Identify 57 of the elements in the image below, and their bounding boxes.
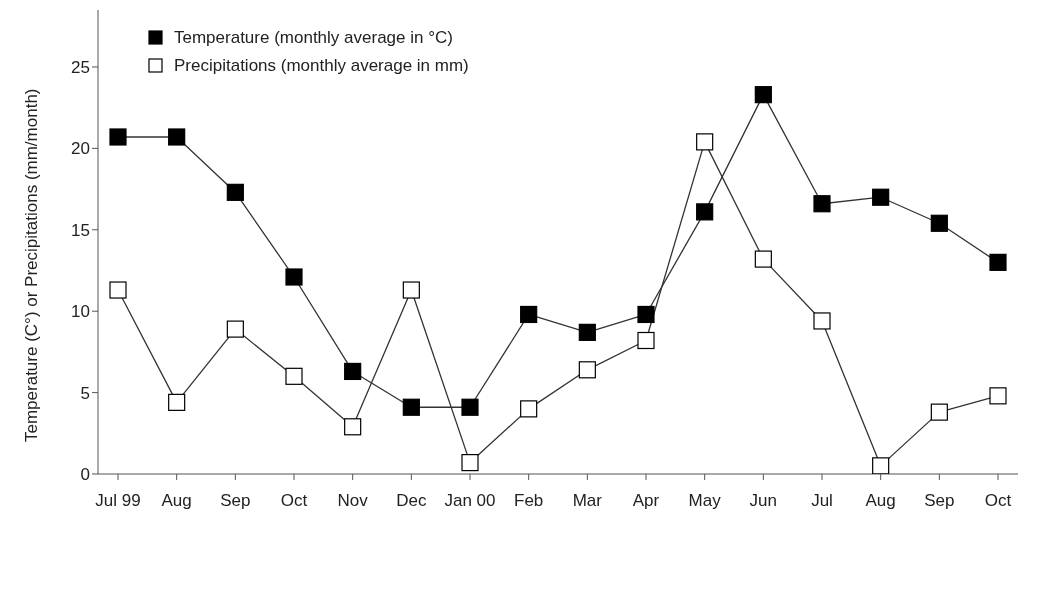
point [872, 457, 890, 474]
x-tick-label: Jan 00 [444, 491, 496, 511]
x-tick-label: Oct [280, 491, 308, 511]
x-tick-label: Jul 99 [95, 491, 141, 511]
point [520, 305, 538, 324]
point [872, 188, 890, 206]
x-tick-label: Sep [924, 491, 955, 511]
legend-label: Precipitations (monthly average in mm) [174, 56, 469, 76]
point [285, 268, 303, 286]
point [226, 320, 244, 338]
y-tick-label: 25 [71, 58, 90, 78]
x-tick-label: Aug [161, 491, 192, 511]
point [696, 133, 714, 151]
point [461, 454, 479, 472]
y-axis-title: Temperature (C°) or Precipitations (mm/month) [22, 88, 42, 442]
point [813, 195, 831, 213]
point [344, 418, 362, 436]
x-tick-label: Feb [514, 491, 544, 511]
point [109, 281, 127, 299]
point [109, 128, 127, 146]
legend-label: Temperature (monthly average in °C) [174, 28, 453, 48]
y-tick-label: 15 [71, 220, 90, 240]
point [754, 86, 772, 104]
x-tick-label: Nov [337, 491, 369, 511]
point [578, 361, 596, 379]
x-tick-label: Mar [572, 491, 603, 511]
y-tick-label: 20 [71, 139, 90, 159]
point [930, 214, 948, 232]
y-tick-label: 10 [71, 302, 90, 322]
x-tick-label: May [688, 491, 722, 511]
point [461, 398, 479, 416]
point [930, 403, 948, 421]
y-tick-label: 0 [80, 465, 90, 485]
x-tick-label: Aug [865, 491, 896, 511]
point [168, 393, 186, 411]
point [989, 253, 1007, 271]
x-tick-label: Dec [396, 491, 427, 511]
point [520, 400, 538, 418]
point [578, 323, 596, 341]
point [168, 128, 186, 146]
point [637, 305, 655, 324]
x-tick-label: Apr [632, 491, 660, 511]
y-tick-label: 5 [80, 383, 90, 403]
point [989, 387, 1007, 405]
point [754, 250, 772, 268]
point [813, 312, 831, 330]
point [402, 398, 420, 416]
point [696, 203, 714, 221]
x-tick-label: Oct [984, 491, 1012, 511]
point [637, 331, 655, 350]
x-tick-label: Jun [749, 491, 778, 511]
point [285, 367, 303, 385]
point [402, 281, 420, 299]
point [344, 362, 362, 381]
x-tick-label: Jul [811, 491, 833, 511]
x-tick-label: Sep [220, 491, 251, 511]
point [226, 183, 244, 201]
